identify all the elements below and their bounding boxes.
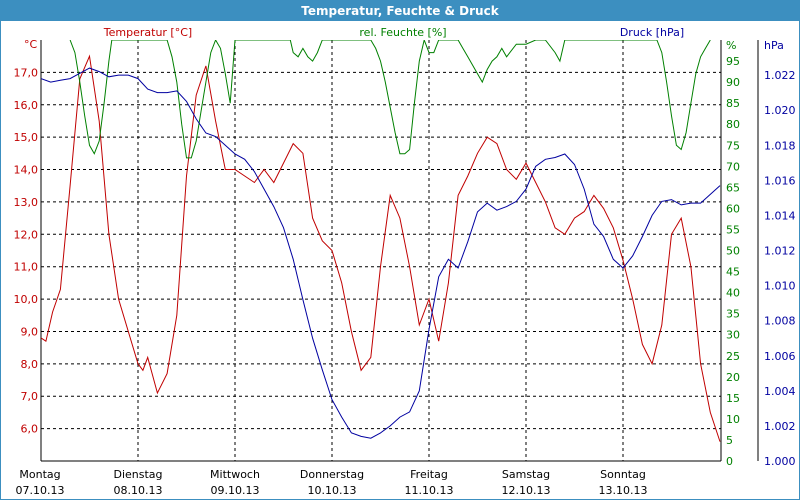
temperature-tick-label: 17,0 [14, 66, 39, 79]
series-layer [41, 40, 721, 442]
x-tick-day-label: Freitag [410, 468, 448, 481]
series-line-temperature [41, 54, 721, 442]
humidity-tick-label: 60 [726, 202, 740, 215]
temperature-unit-label: °C [24, 38, 38, 51]
humidity-tick-label: 25 [726, 350, 740, 363]
pressure-tick-label: 1.004 [764, 385, 796, 398]
temperature-tick-label: 15,0 [14, 131, 39, 144]
grid [41, 40, 721, 461]
temperature-tick-label: 14,0 [14, 164, 39, 177]
humidity-tick-label: 95 [726, 55, 740, 68]
x-tick-day-label: Donnerstag [300, 468, 364, 481]
humidity-tick-label: 80 [726, 118, 740, 131]
x-tick-day-label: Montag [19, 468, 60, 481]
temperature-tick-label: 6,0 [21, 423, 39, 436]
series-line-humidity [69, 40, 711, 159]
x-tick-date-label: 12.10.13 [502, 484, 551, 497]
x-tick-date-label: 11.10.13 [405, 484, 454, 497]
humidity-tick-label: 45 [726, 266, 740, 279]
pressure-tick-label: 1.018 [764, 139, 796, 152]
pressure-tick-label: 1.008 [764, 315, 796, 328]
humidity-axis-title: rel. Feuchte [%] [359, 26, 446, 39]
humidity-unit-label: % [726, 39, 736, 52]
x-tick-day-label: Sonntag [600, 468, 646, 481]
humidity-tick-label: 20 [726, 371, 740, 384]
temperature-tick-label: 7,0 [21, 390, 39, 403]
x-tick-day-label: Dienstag [113, 468, 162, 481]
title-bar: Temperatur, Feuchte & Druck [1, 1, 799, 21]
x-tick-date-label: 13.10.13 [599, 484, 648, 497]
pressure-tick-label: 1.010 [764, 280, 796, 293]
humidity-tick-label: 5 [726, 434, 733, 447]
pressure-tick-label: 1.020 [764, 104, 796, 117]
humidity-tick-label: 0 [726, 455, 733, 468]
pressure-tick-label: 1.014 [764, 209, 796, 222]
x-tick-date-label: 09.10.13 [211, 484, 260, 497]
pressure-tick-label: 1.016 [764, 174, 796, 187]
temperature-tick-label: 8,0 [21, 358, 39, 371]
humidity-tick-label: 55 [726, 223, 740, 236]
temperature-tick-label: 10,0 [14, 293, 39, 306]
pressure-unit-label: hPa [764, 39, 784, 52]
series-line-pressure [41, 67, 721, 439]
humidity-tick-label: 40 [726, 287, 740, 300]
temperature-tick-label: 9,0 [21, 325, 39, 338]
humidity-tick-label: 65 [726, 181, 740, 194]
humidity-tick-label: 50 [726, 245, 740, 258]
temperature-tick-label: 12,0 [14, 228, 39, 241]
pressure-tick-label: 1.022 [764, 69, 796, 82]
pressure-tick-label: 1.000 [764, 455, 796, 468]
chart-title: Temperatur, Feuchte & Druck [301, 4, 499, 18]
axis-labels: 6,0 7,0 8,0 9,0 10,0 11,0 12,0 13,0 14,0 15,0 16,0… [14, 55, 796, 497]
temperature-tick-label: 11,0 [14, 261, 39, 274]
pressure-tick-label: 1.002 [764, 420, 796, 433]
pressure-axis-title: Druck [hPa] [620, 26, 684, 39]
humidity-tick-label: 30 [726, 329, 740, 342]
temperature-tick-label: 16,0 [14, 99, 39, 112]
humidity-tick-label: 75 [726, 139, 740, 152]
pressure-tick-label: 1.012 [764, 245, 796, 258]
x-tick-date-label: 08.10.13 [114, 484, 163, 497]
humidity-tick-label: 70 [726, 160, 740, 173]
x-tick-date-label: 07.10.13 [16, 484, 65, 497]
humidity-tick-label: 15 [726, 392, 740, 405]
humidity-tick-label: 10 [726, 413, 740, 426]
x-tick-day-label: Mittwoch [210, 468, 260, 481]
plot-frame [40, 40, 759, 462]
humidity-tick-label: 90 [726, 76, 740, 89]
pressure-tick-label: 1.006 [764, 350, 796, 363]
humidity-tick-label: 35 [726, 308, 740, 321]
x-tick-date-label: 10.10.13 [308, 484, 357, 497]
x-tick-day-label: Samstag [502, 468, 550, 481]
temperature-axis-title: Temperatur [°C] [103, 26, 192, 39]
humidity-tick-label: 85 [726, 97, 740, 110]
temperature-tick-label: 13,0 [14, 196, 39, 209]
